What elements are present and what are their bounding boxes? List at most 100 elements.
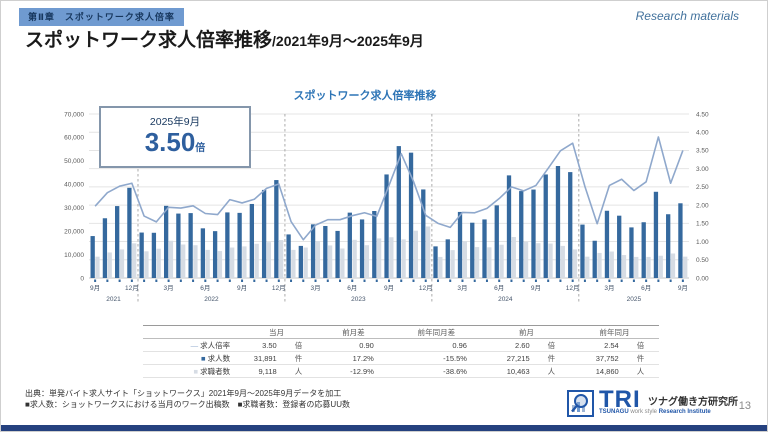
x-axis-month-label: 6月 [200,284,210,292]
x-axis-month-label: 9月 [384,284,394,292]
x-axis-month-label: 6月 [347,284,357,292]
bar-openings [482,219,487,278]
source-line-2: ■求人数：ショットワークスにおける当月のワーク出稿数 ■求職者数：登録者の応募U… [25,400,350,409]
table-cell: 31,891 [253,353,277,363]
bar-openings [433,246,438,278]
month-tick [608,279,611,282]
bar-openings [286,234,291,278]
table-cell: 人 [547,366,556,376]
month-tick [669,279,672,282]
bar-seekers [119,249,125,278]
x-axis-month-label: 3月 [310,284,320,292]
month-tick [424,279,427,282]
bar-seekers [376,238,382,278]
month-tick [118,279,121,282]
month-tick [559,279,562,282]
month-tick [241,279,244,282]
month-tick [583,279,586,282]
bar-openings [323,225,328,278]
month-tick [351,279,354,282]
source-line-1: 出典：単発バイト求人サイト「ショットワークス」2021年9月～2025年9月デー… [25,389,342,398]
month-tick [400,279,403,282]
bar-seekers [217,251,223,278]
month-tick [449,279,452,282]
bar-seekers [205,249,210,278]
month-tick [277,279,280,282]
bar-openings [249,203,255,278]
bar-seekers [254,243,259,278]
table-cell: 2.60 [515,340,530,350]
bar-seekers [425,226,431,278]
bar-seekers [327,245,333,278]
month-tick [216,279,219,282]
bar-openings [127,187,132,278]
x-axis-month-label: 3月 [604,284,614,292]
bar-series-marker: ■ [193,366,199,376]
month-tick [547,279,550,282]
month-tick [498,279,501,282]
bar-seekers [597,252,602,278]
bar-openings [568,172,573,278]
bar-openings [225,212,230,278]
bar-openings [580,224,585,278]
x-axis-month-label: 6月 [494,284,504,292]
month-tick [645,279,648,282]
left-axis-tick-label: 40,000 [64,182,84,189]
month-tick [485,279,488,282]
table-row: ■ 求職者数 9,118 人 -12.9% -38.6% 10,463 人 14,860 人 [143,365,659,378]
callout-value: 3.50倍 [144,127,206,157]
table-cell: 14,860 [595,366,619,376]
bar-seekers [646,256,651,278]
x-axis-year-label: 2023 [351,296,366,303]
month-tick [192,279,195,282]
bar-openings [102,218,108,278]
table-cell: 37,752 [595,353,619,363]
bar-openings [163,205,169,278]
bar-openings [384,174,389,278]
month-tick [571,279,574,282]
bar-seekers [315,240,321,278]
month-tick [363,279,366,282]
x-axis-month-label: 9月 [90,284,100,292]
table-row: ■ 求人数 31,891 件 17.2% -15.5% 27,215 件 37,752 件 [143,352,659,365]
line-series-marker: — [190,340,199,350]
x-axis-month-label: 3月 [164,284,174,292]
right-axis-tick-label: 2.00 [696,202,709,209]
logo-english-name: TSUNAGU work style Research Institute [599,409,711,415]
month-tick [265,279,268,282]
right-axis-tick-label: 3.50 [696,148,709,155]
bar-seekers [450,250,455,278]
x-axis-month-label: 12月 [419,284,433,292]
month-tick [657,279,660,282]
bar-seekers [132,243,137,278]
bar-openings [445,239,450,278]
bar-openings [212,231,218,278]
right-axis-tick-label: 0.50 [696,257,709,264]
bar-openings [115,206,120,278]
left-axis-tick-label: 50,000 [64,158,84,165]
source-note: 出典：単発バイト求人サイト「ショットワークス」2021年9月～2025年9月デー… [25,388,350,410]
month-tick [106,279,109,282]
bar-openings [372,210,377,278]
bar-openings [396,146,401,278]
bar-openings [592,240,597,278]
month-tick [290,279,293,282]
x-axis-month-label: 12月 [272,284,286,292]
x-axis-year-label: 2024 [498,296,513,303]
bar-openings [519,191,524,278]
bar-openings [90,236,95,278]
bar-openings [408,152,414,278]
chart-title: スポットワーク求人倍率推移 [293,90,437,102]
table-cell: 倍 [294,340,303,350]
table-cell: 倍 [547,340,556,350]
x-axis-month-label: 12月 [125,284,139,292]
table-header-cell: 当月 [269,327,285,337]
bar-openings [421,189,426,278]
x-axis-month-label: 3月 [457,284,467,292]
table-header-cell: 前年同月 [599,327,630,337]
month-tick [228,279,231,282]
right-axis-tick-label: 0.00 [696,275,709,282]
bar-seekers [364,245,370,278]
bar-seekers [144,251,149,278]
callout-date: 2025年9月 [149,116,201,128]
